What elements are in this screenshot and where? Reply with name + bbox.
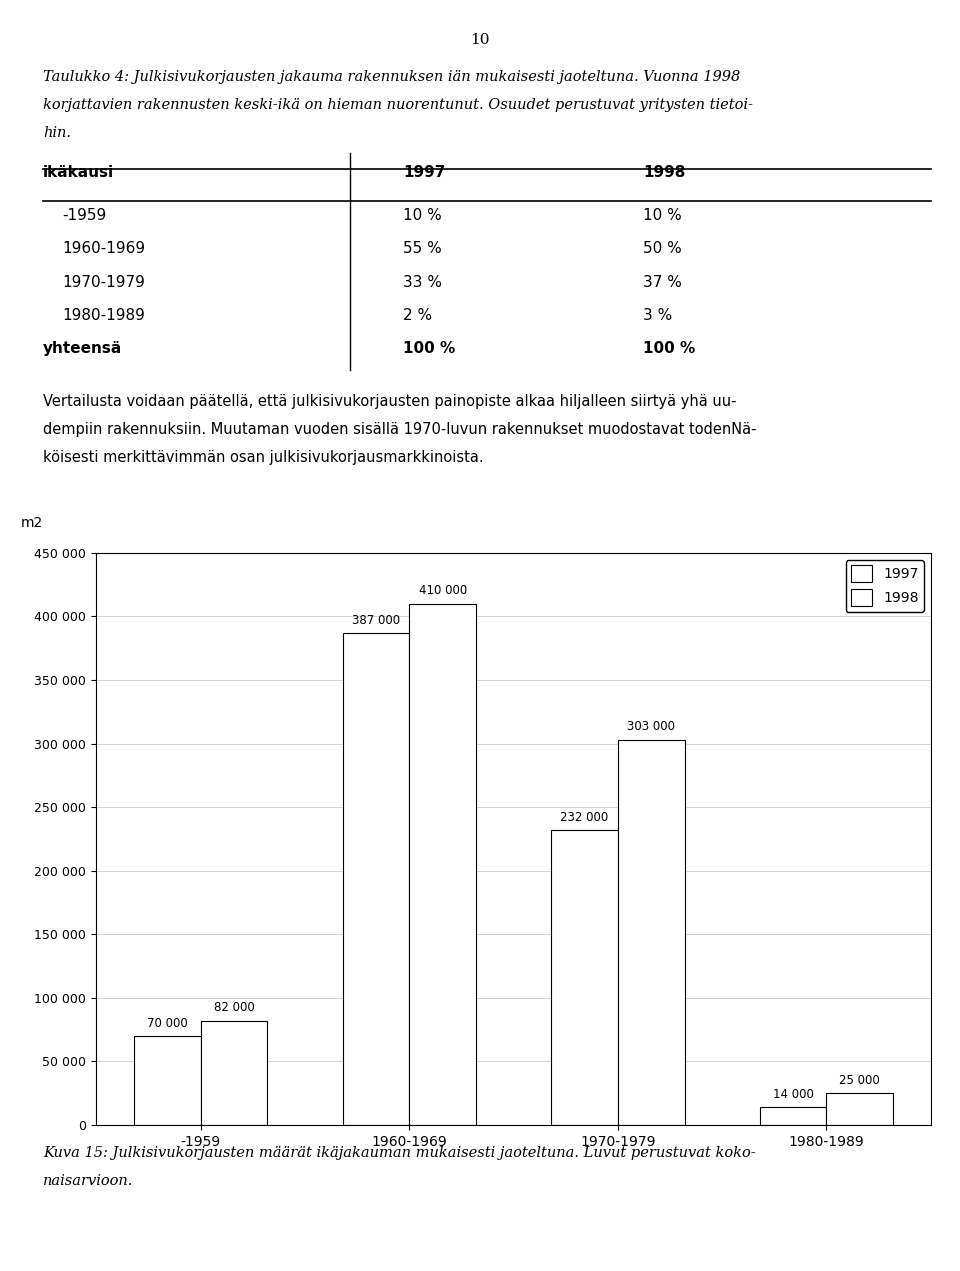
Bar xyxy=(759,1107,827,1125)
Text: ikäkausi: ikäkausi xyxy=(43,165,114,180)
Text: 70 000: 70 000 xyxy=(147,1017,188,1030)
Text: 232 000: 232 000 xyxy=(561,811,609,824)
Text: 410 000: 410 000 xyxy=(419,585,467,597)
Text: 100 %: 100 % xyxy=(643,341,695,356)
Text: 50 %: 50 % xyxy=(643,241,682,257)
Text: dempiin rakennuksiin. Muutaman vuoden sisällä 1970-luvun rakennukset muodostavat: dempiin rakennuksiin. Muutaman vuoden si… xyxy=(43,422,756,437)
Bar xyxy=(551,830,618,1125)
Text: Taulukko 4: Julkisivukorjausten jakauma rakennuksen iän mukaisesti jaoteltuna. V: Taulukko 4: Julkisivukorjausten jakauma … xyxy=(43,70,740,84)
Text: Kuva 15: Julkisivukorjausten määrät ikäjakauman mukaisesti jaoteltuna. Luvut per: Kuva 15: Julkisivukorjausten määrät ikäj… xyxy=(43,1146,756,1160)
Text: 2 %: 2 % xyxy=(403,308,432,323)
Text: m2: m2 xyxy=(21,516,43,530)
Text: Vertailusta voidaan päätellä, että julkisivukorjausten painopiste alkaa hiljalle: Vertailusta voidaan päätellä, että julki… xyxy=(43,394,736,409)
Text: köisesti merkittävimmän osan julkisivukorjausmarkkinoista.: köisesti merkittävimmän osan julkisivuko… xyxy=(43,450,484,465)
Bar xyxy=(343,633,409,1125)
Text: 1997: 1997 xyxy=(403,165,445,180)
Text: 1960-1969: 1960-1969 xyxy=(62,241,146,257)
Text: 100 %: 100 % xyxy=(403,341,455,356)
Bar xyxy=(134,1036,201,1125)
Text: 387 000: 387 000 xyxy=(352,614,400,627)
Bar xyxy=(201,1021,268,1125)
Bar xyxy=(618,740,684,1125)
Text: 10: 10 xyxy=(470,33,490,47)
Text: 55 %: 55 % xyxy=(403,241,442,257)
Text: 33 %: 33 % xyxy=(403,275,443,290)
Text: korjattavien rakennusten keski-ikä on hieman nuorentunut. Osuudet perustuvat yri: korjattavien rakennusten keski-ikä on hi… xyxy=(43,98,754,112)
Text: 3 %: 3 % xyxy=(643,308,672,323)
Text: 1998: 1998 xyxy=(643,165,685,180)
Text: -1959: -1959 xyxy=(62,208,107,224)
Bar xyxy=(409,604,476,1125)
Text: 1970-1979: 1970-1979 xyxy=(62,275,145,290)
Text: 37 %: 37 % xyxy=(643,275,682,290)
Text: 14 000: 14 000 xyxy=(773,1088,813,1101)
Text: 25 000: 25 000 xyxy=(839,1074,880,1087)
Text: naisarvioon.: naisarvioon. xyxy=(43,1174,133,1188)
Text: hin.: hin. xyxy=(43,126,71,140)
Text: 82 000: 82 000 xyxy=(214,1002,254,1014)
Text: 303 000: 303 000 xyxy=(627,721,675,733)
Text: yhteensä: yhteensä xyxy=(43,341,123,356)
Bar xyxy=(827,1093,893,1125)
Text: 10 %: 10 % xyxy=(643,208,682,224)
Text: 1980-1989: 1980-1989 xyxy=(62,308,145,323)
Text: 10 %: 10 % xyxy=(403,208,442,224)
Legend: 1997, 1998: 1997, 1998 xyxy=(846,559,924,611)
